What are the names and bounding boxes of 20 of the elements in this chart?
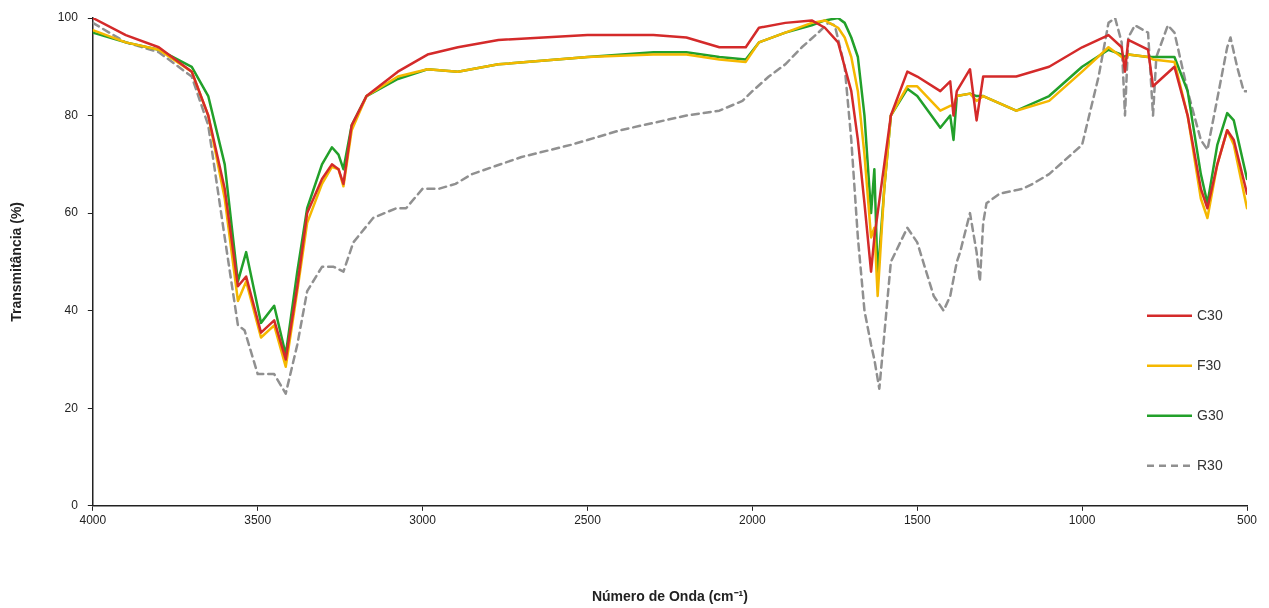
x-tick-label: 2500	[574, 513, 602, 528]
legend-label: G30	[1197, 406, 1224, 423]
y-axis-title: Transmitância (%)	[8, 201, 25, 322]
x-tick-label: 4000	[79, 513, 107, 528]
y-tick-label: 100	[57, 10, 79, 25]
x-tick-label: 3000	[409, 513, 437, 528]
y-tick-label: 40	[64, 302, 79, 317]
y-tick-label: 20	[64, 400, 79, 415]
legend-label: C30	[1197, 306, 1223, 323]
y-tick-label: 0	[71, 498, 79, 513]
y-tick-label: 80	[64, 107, 79, 122]
x-axis-title: Número de Onda (cm⁻¹)	[591, 588, 748, 605]
x-tick-label: 1500	[903, 513, 931, 528]
x-tick-label: 3500	[244, 513, 272, 528]
legend-label: R30	[1197, 456, 1223, 473]
x-tick-label: 1000	[1068, 513, 1096, 528]
x-tick-label: 2000	[739, 513, 767, 528]
legend-label: F30	[1197, 356, 1222, 373]
y-tick-label: 60	[64, 205, 79, 220]
x-tick-label: 500	[1236, 513, 1258, 528]
